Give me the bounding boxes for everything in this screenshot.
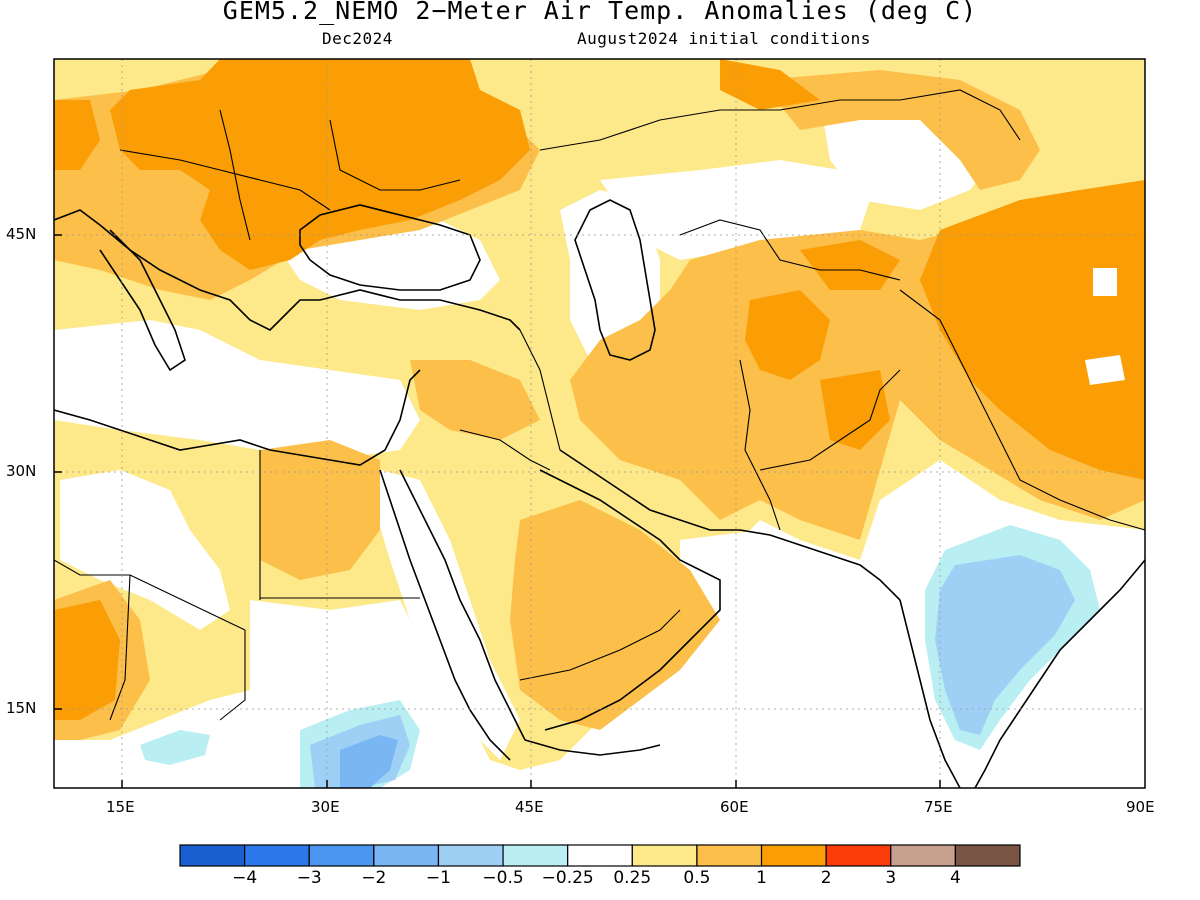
- colorbar-swatch: [825, 844, 892, 867]
- anomaly-region-orange-kazakh: [800, 240, 900, 290]
- border-iran-iraq: [519, 329, 561, 451]
- colorbar-label: 2: [820, 868, 832, 888]
- anomaly-region-pale-cyan-chad: [140, 730, 210, 765]
- anomaly-region-orange-siberia: [720, 59, 820, 110]
- coast-caspian: [574, 199, 656, 361]
- lat-label-15n: 15N: [6, 699, 37, 717]
- colorbar-label: 0.25: [613, 868, 652, 888]
- border-europe-3: [329, 119, 461, 191]
- anomaly-fields: [54, 59, 1145, 788]
- coast-red-sea-west: [379, 469, 511, 761]
- colorbar: [179, 844, 1021, 867]
- colorbar-label: −3: [296, 868, 322, 888]
- colorbar-label: −4: [232, 868, 258, 888]
- anomaly-region-orange-eastern-europe: [110, 59, 530, 270]
- colorbar-swatch: [696, 844, 763, 867]
- colorbar-label: 0.5: [683, 868, 711, 888]
- lon-label-60e: 60E: [720, 798, 749, 816]
- coast-black-sea: [299, 204, 481, 291]
- colorbar-swatch: [308, 844, 375, 867]
- coast-mediterranean-south: [54, 369, 421, 466]
- coast-italy: [99, 229, 186, 372]
- anomaly-spot-neutral-tibet: [1093, 268, 1117, 296]
- lon-label-15e: 15E: [106, 798, 135, 816]
- coast-india-west: [899, 599, 961, 788]
- border-saudi-yemen: [519, 609, 681, 681]
- border-russia-kazakh: [539, 89, 1021, 151]
- lon-label-30e: 30E: [311, 798, 340, 816]
- anomaly-region-light-orange-levant: [410, 360, 540, 440]
- border-china-west: [899, 289, 1145, 531]
- lat-label-45n: 45N: [6, 225, 37, 243]
- coast-iran: [559, 449, 901, 601]
- anomaly-region-orange-afghan: [820, 370, 890, 450]
- anomaly-region-light-orange-arabia: [510, 500, 720, 730]
- anomaly-region-orange-turkmenistan: [745, 290, 830, 380]
- colorbar-swatch: [631, 844, 698, 867]
- colorbar-label: −1: [425, 868, 451, 888]
- colorbar-label: −0.5: [482, 868, 524, 888]
- lon-label-90e: 90E: [1126, 798, 1155, 816]
- border-afghan-pakistan: [759, 369, 901, 471]
- plot-frame: [53, 58, 1146, 789]
- colorbar-swatch: [567, 844, 633, 867]
- colorbar-swatch: [244, 844, 310, 867]
- coast-persian-gulf: [539, 469, 721, 731]
- anomaly-region-light-orange-east: [760, 70, 1040, 190]
- border-libya-chad: [129, 574, 246, 631]
- border-algeria-libya: [54, 559, 131, 721]
- border-europe-2: [219, 109, 251, 241]
- colorbar-label: −2: [361, 868, 387, 888]
- border-iran-afghan: [739, 359, 781, 531]
- initial-conditions-label: August2024 initial conditions: [577, 29, 871, 48]
- border-chad-sudan: [219, 630, 246, 721]
- colorbar-swatch: [890, 844, 956, 867]
- coast-red-sea-east: [399, 469, 526, 741]
- anomaly-region-orange-western-china: [920, 180, 1145, 480]
- colorbar-swatch: [502, 844, 569, 867]
- anomaly-region-neutral-mediterranean: [54, 320, 420, 460]
- anomaly-region-neutral-red-sea: [375, 470, 520, 760]
- anomaly-region-blue-sudan: [340, 735, 398, 788]
- colorbar-label: 3: [885, 868, 897, 888]
- colorbar-swatch: [179, 844, 246, 867]
- colorbar-label: −0.25: [541, 868, 594, 888]
- map-title: GEM5.2_NEMO 2−Meter Air Temp. Anomalies …: [222, 0, 978, 25]
- anomaly-region-light-orange-egypt: [260, 440, 380, 580]
- graticule: [54, 59, 1145, 788]
- colorbar-label: 1: [756, 868, 767, 888]
- anomaly-region-orange-africa-west: [54, 600, 120, 720]
- border-saudi-iraq: [459, 429, 551, 471]
- anomaly-region-orange-west-europe: [54, 100, 100, 170]
- colorbar-swatch: [437, 844, 504, 867]
- anomaly-spot-neutral-tibet-2: [1085, 355, 1125, 385]
- colorbar-swatch: [760, 844, 827, 867]
- coast-india-east: [974, 559, 1145, 788]
- coastlines: [54, 199, 1145, 788]
- country-borders: [54, 89, 1145, 721]
- border-europe-1: [119, 149, 331, 211]
- lon-label-75e: 75E: [924, 798, 953, 816]
- anomaly-region-neutral-africa: [60, 470, 230, 630]
- tick-marks: [54, 234, 941, 788]
- anomaly-region-light-blue-india: [935, 555, 1075, 735]
- valid-month-label: Dec2024: [322, 29, 393, 48]
- colorbar-swatch: [373, 844, 440, 867]
- lon-label-45e: 45E: [515, 798, 544, 816]
- colorbar-label: 4: [949, 868, 961, 888]
- colorbar-swatch: [954, 844, 1021, 867]
- lat-label-30n: 30N: [6, 462, 37, 480]
- border-kazakh-south: [679, 219, 901, 281]
- coast-africa-horn: [524, 739, 661, 756]
